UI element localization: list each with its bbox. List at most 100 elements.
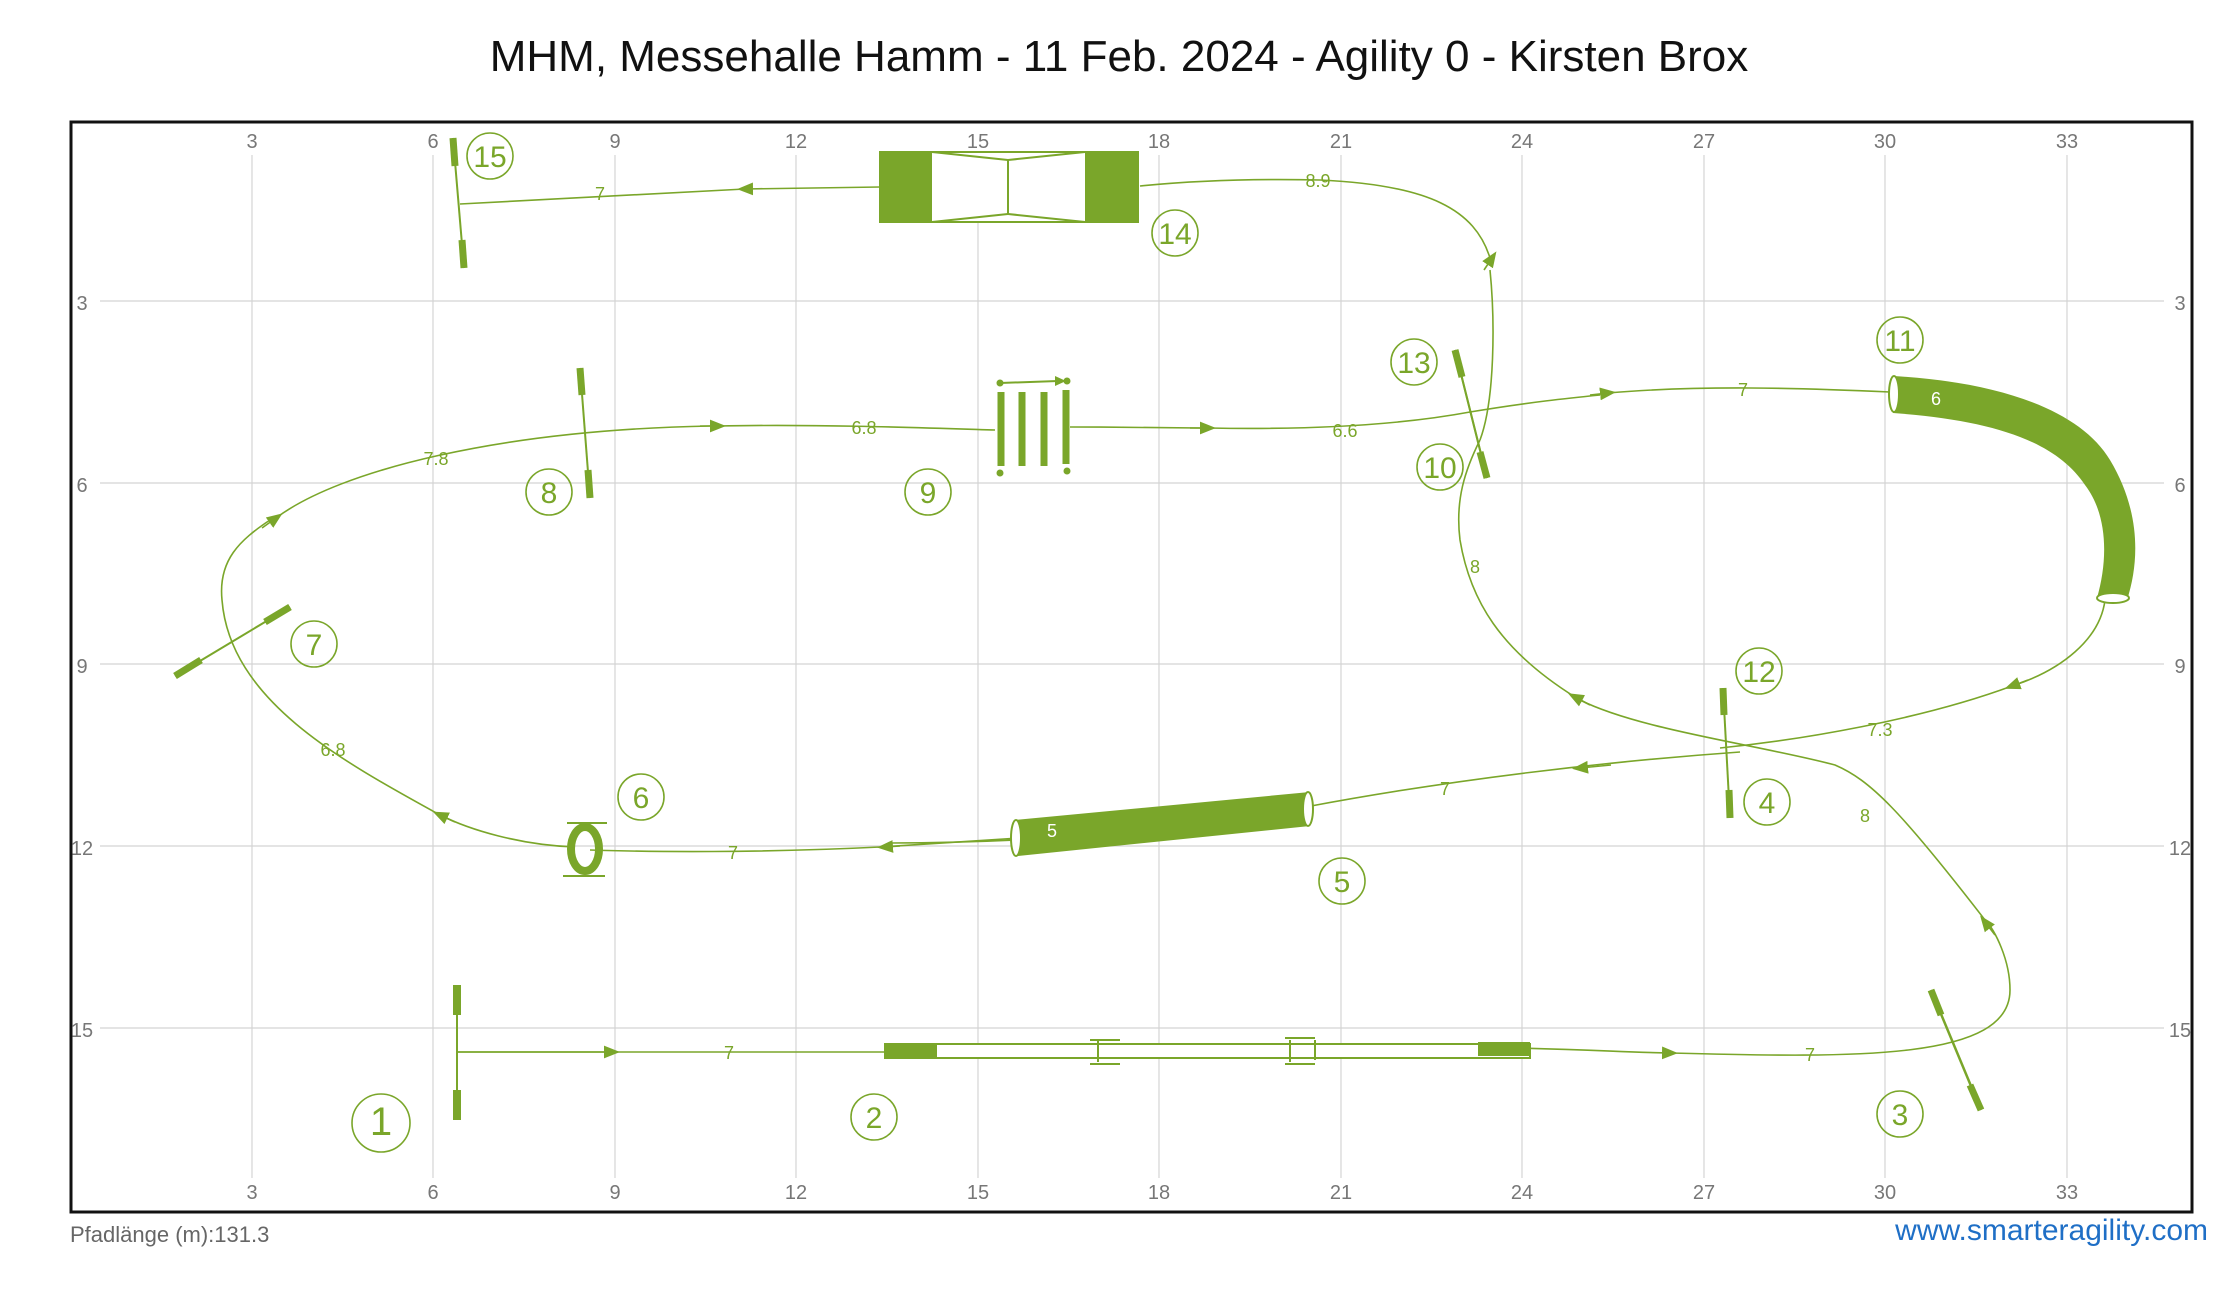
obstacle-number: 2 (866, 1102, 883, 1135)
x-tick-bottom: 30 (1874, 1182, 1896, 1204)
x-tick-bottom: 3 (246, 1182, 257, 1204)
a-frame-14 (879, 151, 1139, 223)
course-frame (69, 120, 2194, 1214)
y-axis-left: 3 6 9 12 15 (71, 293, 93, 1042)
number-circle-12 (1735, 647, 1783, 695)
path-14-15 (737, 182, 881, 196)
x-tick-top: 3 (246, 131, 257, 153)
obstacle-number: 5 (1334, 866, 1351, 899)
x-tick-top: 27 (1693, 131, 1715, 153)
jump-3 (1927, 988, 1985, 1112)
tunnel-11-label: 6 (1931, 389, 1941, 409)
x-tick-bottom: 21 (1330, 1182, 1352, 1204)
x-tick-bottom: 27 (1693, 1182, 1715, 1204)
y-tick-left: 9 (76, 656, 87, 678)
path-7-8 (220, 519, 441, 816)
website-link[interactable]: www.smarteragility.com (1895, 1214, 2208, 1247)
path-2-3b (1669, 919, 2011, 1056)
x-tick-bottom: 18 (1148, 1182, 1170, 1204)
number-circle-3 (1876, 1090, 1924, 1138)
path-10-11 (1207, 394, 1601, 430)
jump-15 (449, 137, 468, 269)
segment-length: 6.8 (320, 740, 345, 760)
number-circles (290, 132, 1924, 1153)
obstacle-number: 9 (920, 477, 937, 510)
path-9-10 (1069, 426, 1201, 429)
path-6 (589, 846, 881, 853)
path-5a (1310, 751, 1741, 807)
segment-length: 7.3 (1867, 720, 1892, 740)
obstacle-number: 12 (1742, 656, 1775, 689)
y-axis-right: 3 6 9 12 15 (2169, 293, 2191, 1042)
number-circle-6 (617, 773, 665, 821)
x-tick-top: 33 (2056, 131, 2078, 153)
obstacle-number: 10 (1423, 452, 1456, 485)
number-circle-9 (904, 468, 952, 516)
curved-tunnel-11 (1888, 375, 2136, 604)
path-arrow-3 (1980, 915, 1996, 936)
segment-length: 6.8 (851, 418, 876, 438)
obstacles (173, 137, 2136, 1120)
x-tick-top: 9 (609, 131, 620, 153)
segment-length: 8 (1470, 557, 1480, 577)
obstacle-number: 14 (1158, 218, 1191, 251)
obstacle-number: 4 (1759, 787, 1776, 820)
x-tick-top: 30 (1874, 131, 1896, 153)
x-tick-bottom: 15 (967, 1182, 989, 1204)
obstacle-number: 6 (633, 782, 650, 815)
path-2-3 (1517, 1046, 1678, 1060)
x-axis-bottom: 3 6 9 12 15 18 21 24 27 30 33 (246, 1182, 2078, 1204)
segment-length: 7 (1738, 380, 1748, 400)
jump-1 (453, 985, 461, 1120)
path-arrow-6 (877, 840, 901, 853)
segment-length: 7.8 (423, 449, 448, 469)
y-tick-left: 3 (76, 293, 87, 315)
obstacle-number: 1 (370, 1100, 392, 1144)
number-circle-1 (351, 1093, 411, 1153)
segment-length: 7 (728, 843, 738, 863)
x-tick-top: 15 (967, 131, 989, 153)
segment-length: 8.9 (1305, 171, 1330, 191)
path-11 (1607, 387, 1891, 394)
path-9 (717, 424, 996, 431)
x-tick-bottom: 24 (1511, 1182, 1533, 1204)
number-circle-14 (1151, 209, 1199, 257)
segment-length: 7 (724, 1043, 734, 1063)
path-14-15b (459, 188, 746, 205)
obstacle-number: 7 (306, 629, 323, 662)
path-13-14 (1139, 178, 1491, 259)
y-tick-right: 9 (2174, 656, 2185, 678)
x-tick-bottom: 33 (2056, 1182, 2078, 1204)
number-circle-5 (1318, 857, 1366, 905)
segment-length: 6.6 (1332, 421, 1357, 441)
jump-4 (1719, 687, 1734, 819)
number-circle-2 (850, 1093, 898, 1141)
x-tick-bottom: 6 (427, 1182, 438, 1204)
y-tick-right: 3 (2174, 293, 2185, 315)
tire-6 (563, 822, 607, 877)
obstacle-number: 8 (541, 477, 558, 510)
segment-labels: 7 7 8 7 7 6.8 7.8 6.8 6.6 7 7.3 8 8.9 7 (320, 171, 1892, 1065)
y-tick-right: 12 (2169, 838, 2191, 860)
path-arrow-7 (432, 811, 456, 825)
path-length: Pfadlänge (m):131.3 (70, 1222, 270, 1247)
weave-poles-9 (996, 376, 1071, 477)
path-6-7 (439, 814, 576, 848)
segment-length: 8 (1860, 806, 1870, 826)
y-tick-right: 6 (2174, 475, 2185, 497)
x-tick-top: 12 (785, 131, 807, 153)
x-tick-top: 18 (1148, 131, 1170, 153)
segment-length: 7 (1440, 779, 1450, 799)
obstacle-number: 11 (1884, 325, 1915, 358)
path-3-4 (1579, 699, 1986, 921)
tunnel-5 (1010, 791, 1314, 857)
number-circle-7 (290, 620, 338, 668)
path-12 (1719, 685, 2013, 749)
tunnel-5-label: 5 (1047, 821, 1057, 841)
jump-13 (1454, 349, 1488, 479)
number-circle-15 (466, 132, 514, 180)
obstacle-number: 15 (473, 141, 506, 174)
path-5-6 (879, 837, 1021, 848)
path-4-13 (1457, 439, 1576, 698)
